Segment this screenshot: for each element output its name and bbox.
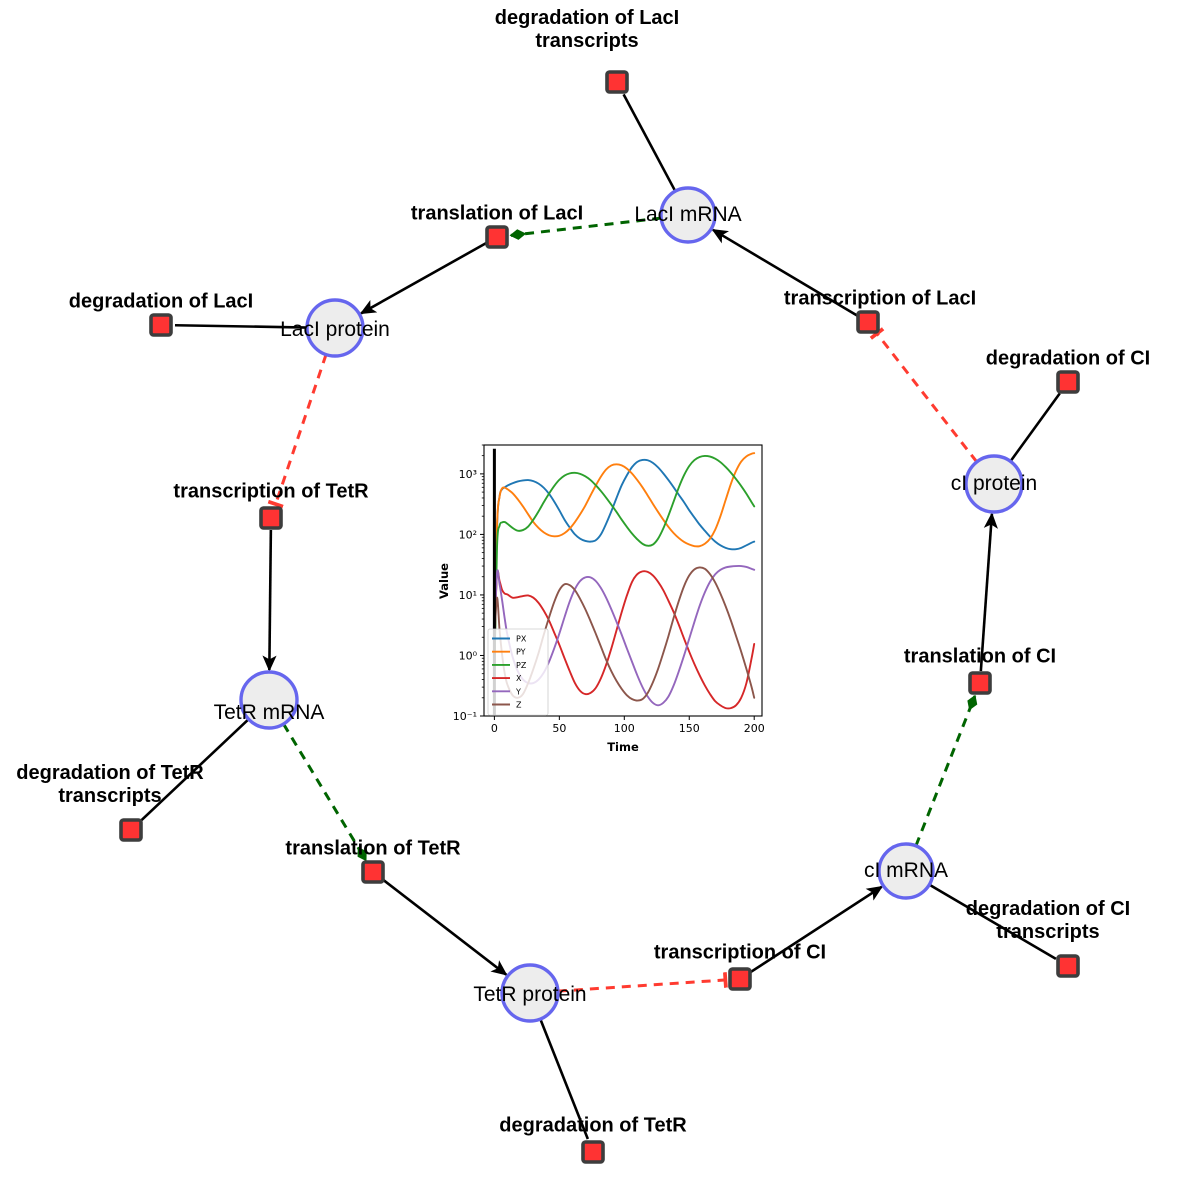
edge-consumption: [140, 718, 250, 822]
y-tick-label: 10³: [459, 468, 477, 481]
reaction-node-transl_laci[interactable]: [485, 225, 509, 249]
reaction-label-transl_laci: translation of LacI: [410, 202, 584, 225]
edge-consumption: [539, 1018, 590, 1140]
reaction-label-transcr_tetr: transcription of TetR: [173, 480, 369, 503]
x-tick-label: 0: [491, 722, 498, 735]
edge-catalysis: [914, 694, 978, 847]
x-tick-label: 100: [614, 722, 635, 735]
edge-catalysis: [282, 723, 368, 862]
reaction-node-deg_tetr[interactable]: [581, 1140, 605, 1164]
x-tick-label: 200: [744, 722, 765, 735]
species-node-laci_mrna[interactable]: [659, 186, 717, 244]
legend-label-PY: PY: [516, 648, 526, 657]
reaction-label-deg_ci: degradation of CI: [985, 347, 1151, 370]
species-node-tetr_mrna[interactable]: [239, 670, 299, 730]
chart-legend: PX PY PZ XYZ: [487, 628, 549, 716]
y-tick-label: 10¹: [459, 589, 477, 602]
x-tick-label: 150: [679, 722, 700, 735]
reaction-node-deg_tetr_transcripts[interactable]: [119, 818, 143, 842]
reaction-label-transcr_ci: transcription of CI: [653, 941, 827, 964]
reaction-label-deg_tetr: degradation of TetR: [499, 1114, 687, 1137]
legend-label-PX: PX: [516, 635, 527, 644]
reaction-node-transcr_laci[interactable]: [856, 310, 880, 334]
reaction-label-deg_laci: degradation of LacI: [68, 290, 254, 313]
edge-consumption: [928, 883, 1057, 961]
y-tick-label: 10⁰: [459, 649, 478, 662]
reaction-node-deg_ci[interactable]: [1056, 370, 1080, 394]
reaction-node-transl_ci[interactable]: [968, 671, 992, 695]
y-tick-label: 10⁻¹: [453, 710, 477, 723]
series-line-PX: [493, 458, 756, 681]
edge-layer: [140, 93, 1061, 1140]
y-axis-label: Value: [437, 563, 451, 599]
y-tick-label: 10²: [459, 528, 477, 541]
reaction-node-transcr_tetr[interactable]: [259, 506, 283, 530]
edge-production: [381, 878, 508, 976]
reaction-node-deg_laci[interactable]: [149, 313, 173, 337]
reaction-label-transcr_laci: transcription of LacI: [783, 287, 977, 310]
x-axis-label: Time: [607, 740, 639, 754]
edge-production: [749, 885, 884, 974]
species-node-tetr_protein[interactable]: [500, 963, 560, 1023]
series-line-PY: [493, 452, 756, 681]
edge-consumption: [622, 93, 677, 192]
timeseries-inset-plot: 10⁻¹ 10⁰ 10¹ 10² 10³ 0 50 100 150 200 PX PY PZ X Y Z …: [434, 433, 779, 759]
x-tick-label: 50: [552, 722, 566, 735]
reaction-node-deg_laci_transcripts[interactable]: [605, 70, 629, 94]
species-node-ci_mrna[interactable]: [877, 842, 935, 900]
legend-label-PZ: PZ: [516, 661, 527, 670]
legend-box: [487, 628, 549, 716]
legend-label-X: X: [516, 674, 522, 683]
species-node-ci_protein[interactable]: [964, 454, 1024, 514]
reaction-label-transl_tetr: translation of TetR: [285, 837, 461, 860]
edge-inhibition: [267, 354, 328, 509]
edge-production: [711, 228, 859, 317]
legend-label-Z: Z: [516, 701, 522, 710]
series-line-X: [493, 569, 756, 710]
edge-consumption: [174, 323, 308, 329]
species-node-laci_protein[interactable]: [305, 298, 365, 358]
edge-inhibition: [869, 327, 978, 463]
reaction-label-transl_ci: translation of CI: [903, 645, 1057, 668]
node-layer: [119, 70, 1080, 1164]
y-axis-ticks: 10⁻¹ 10⁰ 10¹ 10² 10³: [453, 444, 484, 723]
series-line-PZ: [493, 454, 756, 681]
legend-label-Y: Y: [515, 687, 521, 696]
reaction-label-deg_tetr_transcripts: degradation of TetR transcripts: [16, 762, 204, 807]
edge-production: [359, 241, 488, 315]
reaction-node-transl_tetr[interactable]: [361, 860, 385, 884]
edge-consumption: [1009, 392, 1061, 463]
reaction-label-deg_ci_transcripts: degradation of CI transcripts: [965, 898, 1131, 943]
x-axis-ticks: 0 50 100 150 200: [491, 716, 765, 735]
reaction-node-deg_ci_transcripts[interactable]: [1056, 954, 1080, 978]
reaction-label-deg_laci_transcripts: degradation of LacI transcripts: [494, 7, 680, 52]
edge-production: [262, 529, 277, 672]
edge-inhibition: [557, 972, 728, 993]
reaction-node-transcr_ci[interactable]: [728, 967, 752, 991]
edge-production: [979, 512, 998, 672]
